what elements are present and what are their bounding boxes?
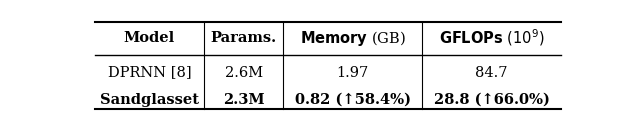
- Text: Params.: Params.: [211, 31, 276, 45]
- Text: 1.97: 1.97: [337, 66, 369, 79]
- Text: 2.3M: 2.3M: [223, 93, 264, 107]
- Text: Model: Model: [124, 31, 175, 45]
- Text: 0.82 (↑58.4%): 0.82 (↑58.4%): [295, 93, 411, 107]
- Text: Sandglasset: Sandglasset: [100, 93, 199, 107]
- Text: $\mathbf{Memory}$ (GB): $\mathbf{Memory}$ (GB): [300, 29, 406, 47]
- Text: $\mathbf{GFLOPs}$ $(10^9)$: $\mathbf{GFLOPs}$ $(10^9)$: [439, 28, 545, 48]
- Text: 2.6M: 2.6M: [225, 66, 263, 79]
- Text: DPRNN [8]: DPRNN [8]: [108, 66, 191, 79]
- Text: 28.8 (↑66.0%): 28.8 (↑66.0%): [434, 93, 550, 107]
- Text: 84.7: 84.7: [476, 66, 508, 79]
